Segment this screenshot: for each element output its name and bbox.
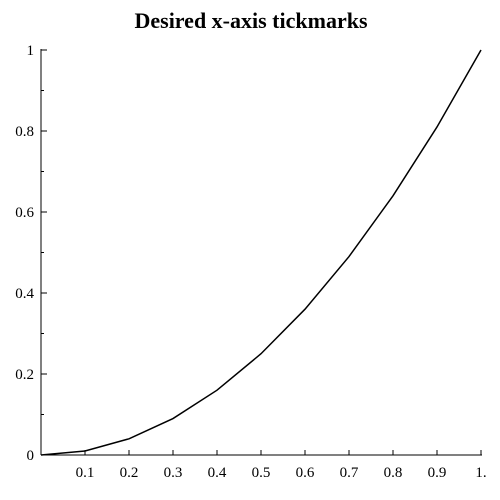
y-axis-ticks: 0 0.2 0.4 0.6 0.8 1 [15, 43, 47, 464]
y-tick-label: 0.4 [15, 286, 34, 302]
y-tick-label: 0 [27, 448, 35, 464]
x-tick-label: 0.9 [428, 465, 447, 481]
y-tick-label: 0.6 [15, 205, 34, 221]
x-tick-label: 0.4 [208, 465, 227, 481]
y-tick-label: 0.2 [15, 367, 34, 383]
x-tick-label: 0.7 [340, 465, 359, 481]
x-tick-label: 0.6 [296, 465, 315, 481]
x-tick-label: 0.2 [120, 465, 139, 481]
x-tick-label: 0.5 [252, 465, 271, 481]
y-tick-label: 0.8 [15, 124, 34, 140]
chart-title: Desired x-axis tickmarks [134, 8, 367, 33]
x-tick-label: 0.8 [384, 465, 403, 481]
y-tick-label: 1 [27, 43, 35, 59]
axes [40, 49, 482, 456]
x-tick-label: 0.3 [164, 465, 183, 481]
series-line [40, 49, 482, 456]
x-tick-label: 1. [475, 465, 486, 481]
x-tick-label: 0.1 [76, 465, 95, 481]
series-group [40, 49, 482, 456]
x-axis-ticks: 0.1 0.2 0.3 0.4 0.5 0.6 0.7 0.8 0.9 1. [76, 450, 487, 481]
